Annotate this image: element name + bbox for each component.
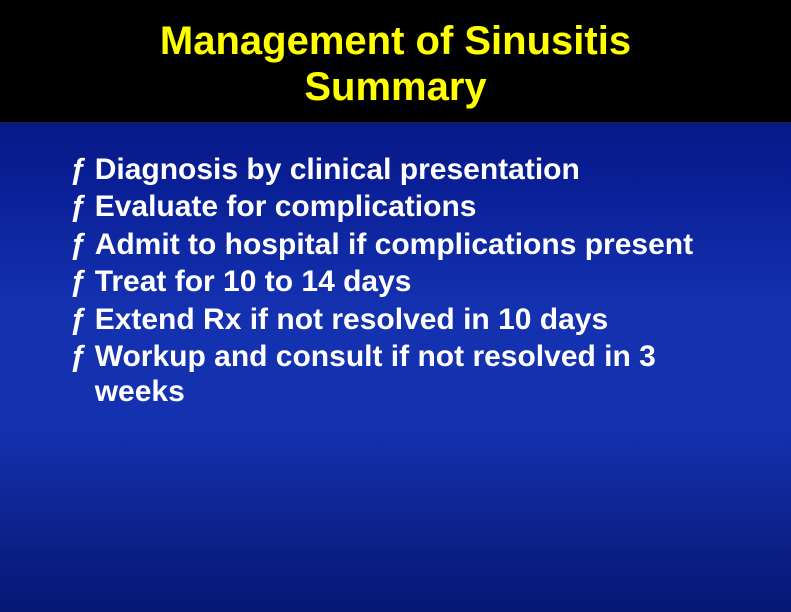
bullet-text: Diagnosis by clinical presentation: [95, 152, 721, 187]
list-item: ƒ Diagnosis by clinical presentation: [70, 152, 721, 187]
bullet-marker-icon: ƒ: [70, 339, 87, 374]
title-area: Management of Sinusitis Summary: [0, 0, 791, 124]
bullet-text: Admit to hospital if complications prese…: [95, 227, 721, 262]
list-item: ƒ Workup and consult if not resolved in …: [70, 339, 721, 410]
slide-title: Management of Sinusitis Summary: [0, 18, 791, 110]
bullet-marker-icon: ƒ: [70, 189, 87, 224]
bullet-list: ƒ Diagnosis by clinical presentation ƒ E…: [70, 152, 721, 410]
bullet-marker-icon: ƒ: [70, 302, 87, 337]
title-line-1: Management of Sinusitis: [40, 18, 751, 64]
title-line-2: Summary: [40, 64, 751, 110]
content-area: ƒ Diagnosis by clinical presentation ƒ E…: [0, 124, 791, 410]
bullet-marker-icon: ƒ: [70, 227, 87, 262]
bullet-text: Evaluate for complications: [95, 189, 721, 224]
bullet-marker-icon: ƒ: [70, 152, 87, 187]
list-item: ƒ Treat for 10 to 14 days: [70, 264, 721, 299]
slide-container: Management of Sinusitis Summary ƒ Diagno…: [0, 0, 791, 612]
list-item: ƒ Admit to hospital if complications pre…: [70, 227, 721, 262]
list-item: ƒ Evaluate for complications: [70, 189, 721, 224]
bullet-marker-icon: ƒ: [70, 264, 87, 299]
bullet-text: Extend Rx if not resolved in 10 days: [95, 302, 721, 337]
bullet-text: Treat for 10 to 14 days: [95, 264, 721, 299]
bullet-text: Workup and consult if not resolved in 3 …: [95, 339, 721, 410]
list-item: ƒ Extend Rx if not resolved in 10 days: [70, 302, 721, 337]
